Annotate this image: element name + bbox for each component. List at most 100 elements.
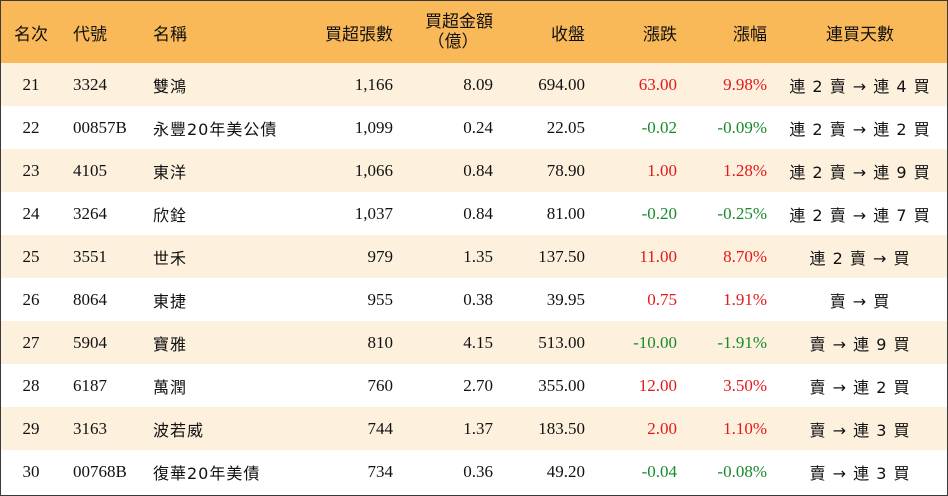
cell-change-pct: -1.91% bbox=[717, 332, 767, 352]
cell-change-pct: -0.08% bbox=[717, 461, 767, 481]
cell-close: 81.00 bbox=[546, 203, 585, 223]
cell-change-pct: -0.25% bbox=[717, 203, 767, 223]
cell-name: 復華20年美債 bbox=[153, 463, 261, 483]
cell-change-pct: -0.09% bbox=[717, 117, 767, 137]
cell-consecutive-days: 連 2 賣 → 連 9 買 bbox=[789, 162, 931, 182]
cell-rank: 27 bbox=[22, 332, 40, 352]
header-change-pct: 漲幅 bbox=[733, 24, 767, 45]
cell-change: -0.02 bbox=[641, 117, 677, 137]
cell-rank: 30 bbox=[22, 461, 40, 481]
table-row: 23 4105 東洋 1,066 0.84 78.90 1.00 1.28% 連 2 賣 → 連… bbox=[1, 149, 947, 192]
cell-net-buy-lots: 1,099 bbox=[354, 117, 393, 137]
cell-code: 3163 bbox=[73, 418, 107, 438]
cell-net-buy-amount: 1.37 bbox=[463, 418, 493, 438]
cell-change-pct: 3.50% bbox=[723, 375, 767, 395]
cell-net-buy-amount: 0.38 bbox=[463, 289, 493, 309]
cell-net-buy-lots: 979 bbox=[367, 246, 394, 266]
cell-net-buy-amount: 8.09 bbox=[463, 74, 493, 94]
cell-net-buy-lots: 744 bbox=[367, 418, 394, 438]
cell-consecutive-days: 賣 → 連 3 買 bbox=[809, 463, 911, 483]
header-name: 名稱 bbox=[153, 24, 187, 45]
cell-change: 63.00 bbox=[638, 74, 677, 94]
cell-name: 世禾 bbox=[153, 248, 188, 268]
table-row: 25 3551 世禾 979 1.35 137.50 11.00 8.70% 連 2 賣 → 買 bbox=[1, 235, 947, 278]
cell-name: 雙鴻 bbox=[153, 76, 188, 96]
cell-name: 寶雅 bbox=[153, 334, 188, 354]
cell-name: 欣銓 bbox=[153, 205, 188, 225]
cell-change-pct: 1.28% bbox=[723, 160, 767, 180]
cell-close: 513.00 bbox=[538, 332, 585, 352]
cell-change: -10.00 bbox=[633, 332, 677, 352]
table-row: 28 6187 萬潤 760 2.70 355.00 12.00 3.50% 賣 → 連 2 買 bbox=[1, 364, 947, 407]
cell-name: 東洋 bbox=[153, 162, 188, 182]
cell-change-pct: 1.91% bbox=[723, 289, 767, 309]
cell-rank: 26 bbox=[22, 289, 40, 309]
header-code: 代號 bbox=[73, 24, 107, 45]
table-row: 24 3264 欣銓 1,037 0.84 81.00 -0.20 -0.25% 連 2 賣 →… bbox=[1, 192, 947, 235]
cell-net-buy-amount: 1.35 bbox=[463, 246, 493, 266]
table-row: 27 5904 寶雅 810 4.15 513.00 -10.00 -1.91% 賣 → 連 9… bbox=[1, 321, 947, 364]
cell-code: 5904 bbox=[73, 332, 107, 352]
cell-net-buy-amount: 2.70 bbox=[463, 375, 493, 395]
cell-change: 11.00 bbox=[639, 246, 677, 266]
cell-consecutive-days: 連 2 賣 → 買 bbox=[809, 248, 911, 268]
cell-close: 137.50 bbox=[538, 246, 585, 266]
cell-name: 永豐20年美公債 bbox=[153, 119, 278, 139]
table-row: 21 3324 雙鴻 1,166 8.09 694.00 63.00 9.98% 連 2 賣 →… bbox=[1, 63, 947, 106]
cell-rank: 22 bbox=[22, 117, 40, 137]
cell-close: 355.00 bbox=[538, 375, 585, 395]
cell-consecutive-days: 賣 → 連 9 買 bbox=[809, 334, 911, 354]
cell-close: 49.20 bbox=[546, 461, 585, 481]
cell-code: 00768B bbox=[73, 461, 127, 481]
cell-net-buy-amount: 4.15 bbox=[463, 332, 493, 352]
table-row: 26 8064 東捷 955 0.38 39.95 0.75 1.91% 賣 → 買 bbox=[1, 278, 947, 321]
cell-change: 2.00 bbox=[647, 418, 677, 438]
cell-rank: 29 bbox=[22, 418, 40, 438]
cell-close: 22.05 bbox=[546, 117, 585, 137]
cell-code: 3324 bbox=[73, 74, 107, 94]
header-close: 收盤 bbox=[551, 24, 585, 45]
header-net-buy-amount-line1: 買超金額 bbox=[425, 12, 493, 32]
cell-net-buy-lots: 955 bbox=[367, 289, 394, 309]
cell-net-buy-amount: 0.24 bbox=[463, 117, 493, 137]
cell-change: -0.04 bbox=[641, 461, 677, 481]
header-rank: 名次 bbox=[14, 24, 48, 45]
cell-net-buy-amount: 0.36 bbox=[463, 461, 493, 481]
cell-net-buy-lots: 1,066 bbox=[354, 160, 393, 180]
cell-code: 8064 bbox=[73, 289, 107, 309]
header-net-buy-lots: 買超張數 bbox=[325, 24, 393, 45]
cell-name: 東捷 bbox=[153, 291, 188, 311]
cell-name: 萬潤 bbox=[153, 377, 188, 397]
header-net-buy-amount: 買超金額 （億） bbox=[399, 1, 499, 63]
header-change: 漲跌 bbox=[643, 24, 677, 45]
cell-code: 6187 bbox=[73, 375, 107, 395]
cell-change-pct: 9.98% bbox=[723, 74, 767, 94]
cell-change: 0.75 bbox=[647, 289, 677, 309]
table-row: 30 00768B 復華20年美債 734 0.36 49.20 -0.04 -0.08% 賣 … bbox=[1, 450, 947, 493]
table-body: 21 3324 雙鴻 1,166 8.09 694.00 63.00 9.98% 連 2 賣 →… bbox=[1, 63, 947, 493]
header-consecutive-days: 連買天數 bbox=[826, 24, 894, 45]
cell-net-buy-lots: 1,166 bbox=[354, 74, 393, 94]
cell-name: 波若威 bbox=[153, 420, 205, 440]
cell-rank: 28 bbox=[22, 375, 40, 395]
header-net-buy-amount-line2: （億） bbox=[427, 32, 479, 52]
cell-change: 1.00 bbox=[647, 160, 677, 180]
table-row: 22 00857B 永豐20年美公債 1,099 0.24 22.05 -0.02 -0.09… bbox=[1, 106, 947, 149]
cell-net-buy-lots: 760 bbox=[367, 375, 394, 395]
cell-close: 183.50 bbox=[538, 418, 585, 438]
cell-net-buy-amount: 0.84 bbox=[463, 160, 493, 180]
table-row: 29 3163 波若威 744 1.37 183.50 2.00 1.10% 賣 → 連 3 買 bbox=[1, 407, 947, 450]
cell-code: 3264 bbox=[73, 203, 107, 223]
cell-consecutive-days: 賣 → 連 2 買 bbox=[809, 377, 911, 397]
cell-close: 78.90 bbox=[546, 160, 585, 180]
cell-rank: 23 bbox=[22, 160, 40, 180]
cell-code: 4105 bbox=[73, 160, 107, 180]
cell-change: -0.20 bbox=[641, 203, 677, 223]
cell-change: 12.00 bbox=[638, 375, 677, 395]
cell-net-buy-lots: 734 bbox=[367, 461, 394, 481]
cell-change-pct: 1.10% bbox=[723, 418, 767, 438]
cell-code: 00857B bbox=[73, 117, 127, 137]
cell-close: 39.95 bbox=[546, 289, 585, 309]
